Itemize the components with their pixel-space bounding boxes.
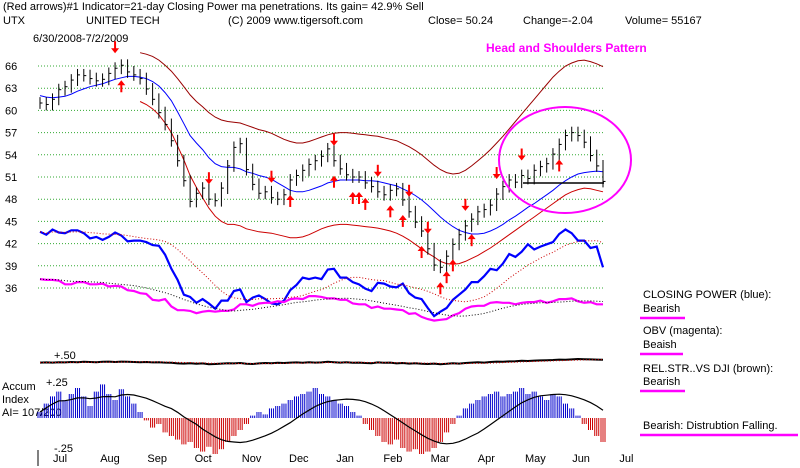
volume-value: Volume= 55167 xyxy=(625,15,702,27)
y-tick-label: 63 xyxy=(5,83,17,95)
x-tick-label: Sep xyxy=(147,453,167,465)
rel-strength-label: REL.STR..VS DJI (brown): xyxy=(643,363,773,375)
buy-arrow-head xyxy=(348,192,357,197)
sell-arrow-head xyxy=(492,174,501,180)
copyright-text: (C) 2009 www.tigersoft.com xyxy=(228,15,363,27)
sell-arrow-head xyxy=(111,48,120,54)
buy-arrow-head xyxy=(361,197,370,203)
x-tick-label: Feb xyxy=(383,453,402,465)
accum-ma-line xyxy=(39,393,604,445)
company-name: UNITED TECH xyxy=(86,15,160,27)
buy-arrow-head xyxy=(117,80,126,86)
buy-arrow-head xyxy=(417,246,426,252)
buy-arrow-head xyxy=(467,234,476,240)
y-axis-ticks: 66 63 60 57 54 51 48 45 42 39 36 xyxy=(5,61,17,295)
x-tick-label: Oct xyxy=(195,453,212,465)
price-bars xyxy=(39,59,606,274)
obv-signal: Beaish xyxy=(643,339,677,351)
sell-arrow-head xyxy=(330,140,339,146)
y-tick-label: 42 xyxy=(5,239,17,251)
buy-arrow-head xyxy=(555,159,564,165)
y-tick-label: 57 xyxy=(5,128,17,140)
accum-minus-label: -.25 xyxy=(54,443,73,455)
x-tick-label: May xyxy=(525,453,546,465)
buy-arrow-head xyxy=(436,282,445,288)
buy-arrow-head xyxy=(398,214,407,220)
y-tick-label: 48 xyxy=(5,194,17,206)
date-range: 6/30/2008-7/2/2009 xyxy=(33,33,128,45)
ticker-label: UTX xyxy=(3,15,26,27)
closing-power-label: CLOSING POWER (blue): xyxy=(643,289,771,301)
sell-arrow-head xyxy=(517,155,526,161)
x-tick-label: Jan xyxy=(336,453,354,465)
x-tick-label: Nov xyxy=(242,453,262,465)
x-tick-label: Jul xyxy=(53,453,67,465)
chart-title: (Red arrows)#1 Indicator=21-day Closing … xyxy=(3,1,424,13)
closing-power-signal: Bearish xyxy=(643,303,680,315)
buy-arrow-head xyxy=(355,192,364,197)
buy-arrow-head xyxy=(442,271,451,277)
buy-arrow-head xyxy=(448,259,457,265)
change-value: Change=-2.04 xyxy=(523,15,593,27)
x-tick-label: Apr xyxy=(478,453,495,465)
y-tick-label: 66 xyxy=(5,61,17,73)
lower-band-line xyxy=(139,101,604,265)
y-tick-label: 39 xyxy=(5,261,17,273)
accum-signal-text: Bearish: Distrubtion Falling. xyxy=(643,420,778,432)
closing-power-ma-line xyxy=(39,231,604,303)
rs-scale-label: +.50 xyxy=(54,350,76,362)
accum-subtitle: Index xyxy=(2,394,29,406)
buy-arrow-head xyxy=(286,194,295,200)
close-value: Close= 50.24 xyxy=(428,15,493,27)
x-axis-ticks: Jul Aug Sep Oct Nov Dec Jan Feb Mar Apr May Jun Jul xyxy=(53,453,633,465)
relative-strength-ma-line xyxy=(39,359,604,365)
pattern-annotation: Head and Shoulders Pattern xyxy=(486,41,647,55)
accum-title: Accum xyxy=(2,381,36,393)
sell-arrow-head xyxy=(267,177,276,183)
sell-arrow-head xyxy=(423,228,432,234)
series-lines xyxy=(39,52,605,366)
y-tick-label: 60 xyxy=(5,105,17,117)
indicator-legend: CLOSING POWER (blue): Bearish OBV (magen… xyxy=(640,289,798,437)
y-tick-label: 51 xyxy=(5,172,17,184)
buy-arrow-head xyxy=(330,175,339,181)
x-tick-label: Jun xyxy=(572,453,590,465)
sell-arrow-head xyxy=(461,205,470,211)
x-tick-label: Jul xyxy=(619,453,633,465)
signal-arrows xyxy=(111,41,564,295)
x-tick-label: Mar xyxy=(431,453,450,465)
y-tick-label: 54 xyxy=(5,150,17,162)
upper-band-line xyxy=(139,52,604,175)
closing-power-line xyxy=(39,228,605,318)
obv-line xyxy=(39,278,603,322)
x-tick-label: Aug xyxy=(100,453,120,465)
sell-arrow-head xyxy=(204,179,213,185)
rel-strength-signal: Bearish xyxy=(643,376,680,388)
x-tick-label: Dec xyxy=(289,453,309,465)
buy-arrow-head xyxy=(386,205,395,211)
y-tick-label: 45 xyxy=(5,216,17,228)
y-tick-label: 36 xyxy=(5,283,17,295)
obv-label: OBV (magenta): xyxy=(643,325,722,337)
pattern-circle xyxy=(498,106,632,214)
accum-plus-label: +.25 xyxy=(46,377,68,389)
sell-arrow-head xyxy=(373,171,382,177)
sell-arrow-head xyxy=(405,191,414,197)
accum-index-panel xyxy=(37,384,606,454)
